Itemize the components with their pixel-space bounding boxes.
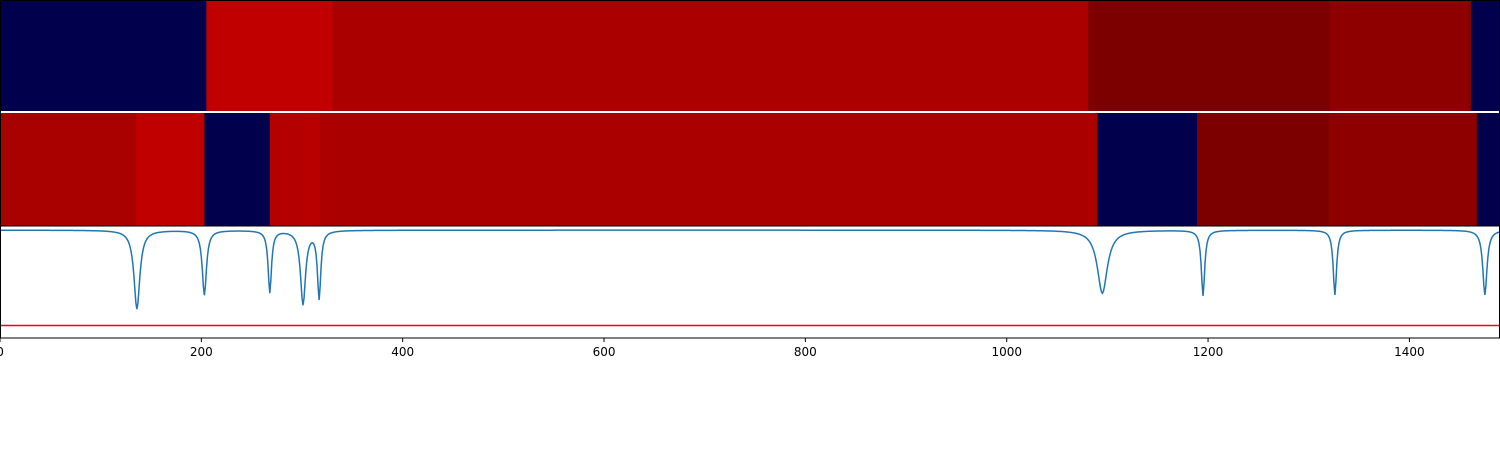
heatmap-segment-1-7 xyxy=(1196,113,1330,226)
heatmap-segment-0-4 xyxy=(1329,1,1472,112)
heatmap-segment-0-0 xyxy=(0,1,207,112)
heatmap-band-top xyxy=(0,1,1500,112)
heatmap-segment-1-2 xyxy=(204,113,271,226)
heatmap-segment-0-2 xyxy=(332,1,1089,112)
x-tick-label-5: 1000 xyxy=(991,345,1022,359)
heatmap-segment-1-9 xyxy=(1476,113,1500,226)
signal-panel-background xyxy=(0,226,1500,338)
x-tick-label-0: 0 xyxy=(0,345,4,359)
x-tick-label-2: 400 xyxy=(391,345,414,359)
x-tick-label-7: 1400 xyxy=(1394,345,1425,359)
heatmap-segment-1-3 xyxy=(269,113,305,226)
heatmap-band-middle xyxy=(0,113,1500,226)
heatmap-segment-0-1 xyxy=(206,1,333,112)
signal-line xyxy=(0,229,1500,310)
heatmap-segment-0-5 xyxy=(1470,1,1500,112)
heatmap-segment-1-8 xyxy=(1328,113,1478,226)
x-tick-label-6: 1200 xyxy=(1193,345,1224,359)
x-tick-label-3: 600 xyxy=(593,345,616,359)
x-axis-ticks: 0 200 400 600 800 1000 1200 1400 xyxy=(0,338,1425,359)
heatmap-segment-1-0 xyxy=(0,113,137,226)
heatmap-segment-1-1 xyxy=(135,113,205,226)
x-tick-label-1: 200 xyxy=(190,345,213,359)
heatmap-segment-0-3 xyxy=(1088,1,1331,112)
signal-panel xyxy=(0,226,1500,338)
x-tick-label-4: 800 xyxy=(794,345,817,359)
heatmap-segment-1-4 xyxy=(304,113,321,226)
heatmap-segment-1-6 xyxy=(1097,113,1198,226)
heatmap-segment-1-5 xyxy=(320,113,1098,226)
